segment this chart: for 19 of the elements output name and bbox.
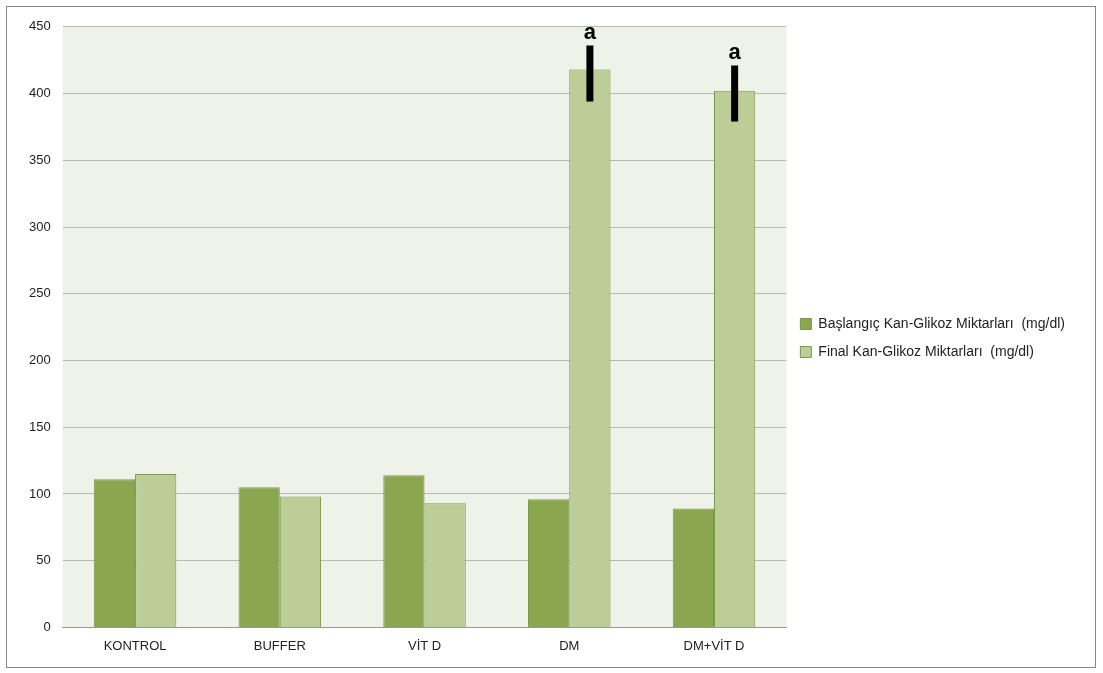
y-tick-label: 300 (28, 218, 51, 234)
x-tick-label: BUFFER (253, 637, 306, 653)
annotation: a (728, 38, 742, 64)
y-tick-label: 350 (28, 151, 51, 167)
annotation: a (583, 18, 597, 44)
x-tick-label: DM (559, 637, 580, 653)
y-tick-label: 150 (28, 418, 51, 434)
legend-label: Başlangıç Kan-Glikoz Miktarları (mg/dl) (818, 314, 1066, 331)
y-tick-label: 100 (28, 485, 51, 501)
x-tick-label: DM+VİT D (683, 637, 745, 653)
x-tick-label: KONTROL (103, 637, 167, 653)
y-tick-label: 200 (28, 352, 51, 368)
y-tick-label: 250 (28, 285, 51, 301)
y-tick-label: 400 (28, 85, 51, 101)
x-tick-label: VİT D (408, 637, 442, 653)
y-tick-label: 0 (43, 618, 51, 634)
y-tick-label: 50 (36, 552, 51, 568)
legend-label: Final Kan-Glikoz Miktarları (mg/dl) (818, 342, 1034, 359)
y-tick-label: 450 (28, 18, 51, 34)
